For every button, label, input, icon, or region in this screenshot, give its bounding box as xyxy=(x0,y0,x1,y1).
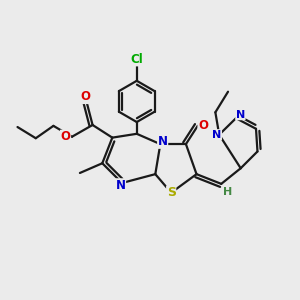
Text: N: N xyxy=(236,110,245,120)
Text: O: O xyxy=(61,130,70,143)
Text: N: N xyxy=(212,130,221,140)
Text: H: H xyxy=(223,187,232,197)
Text: O: O xyxy=(198,119,208,132)
Text: O: O xyxy=(80,91,90,103)
Text: N: N xyxy=(158,135,168,148)
Text: S: S xyxy=(167,186,176,199)
Text: N: N xyxy=(116,179,126,192)
Text: Cl: Cl xyxy=(130,53,143,66)
